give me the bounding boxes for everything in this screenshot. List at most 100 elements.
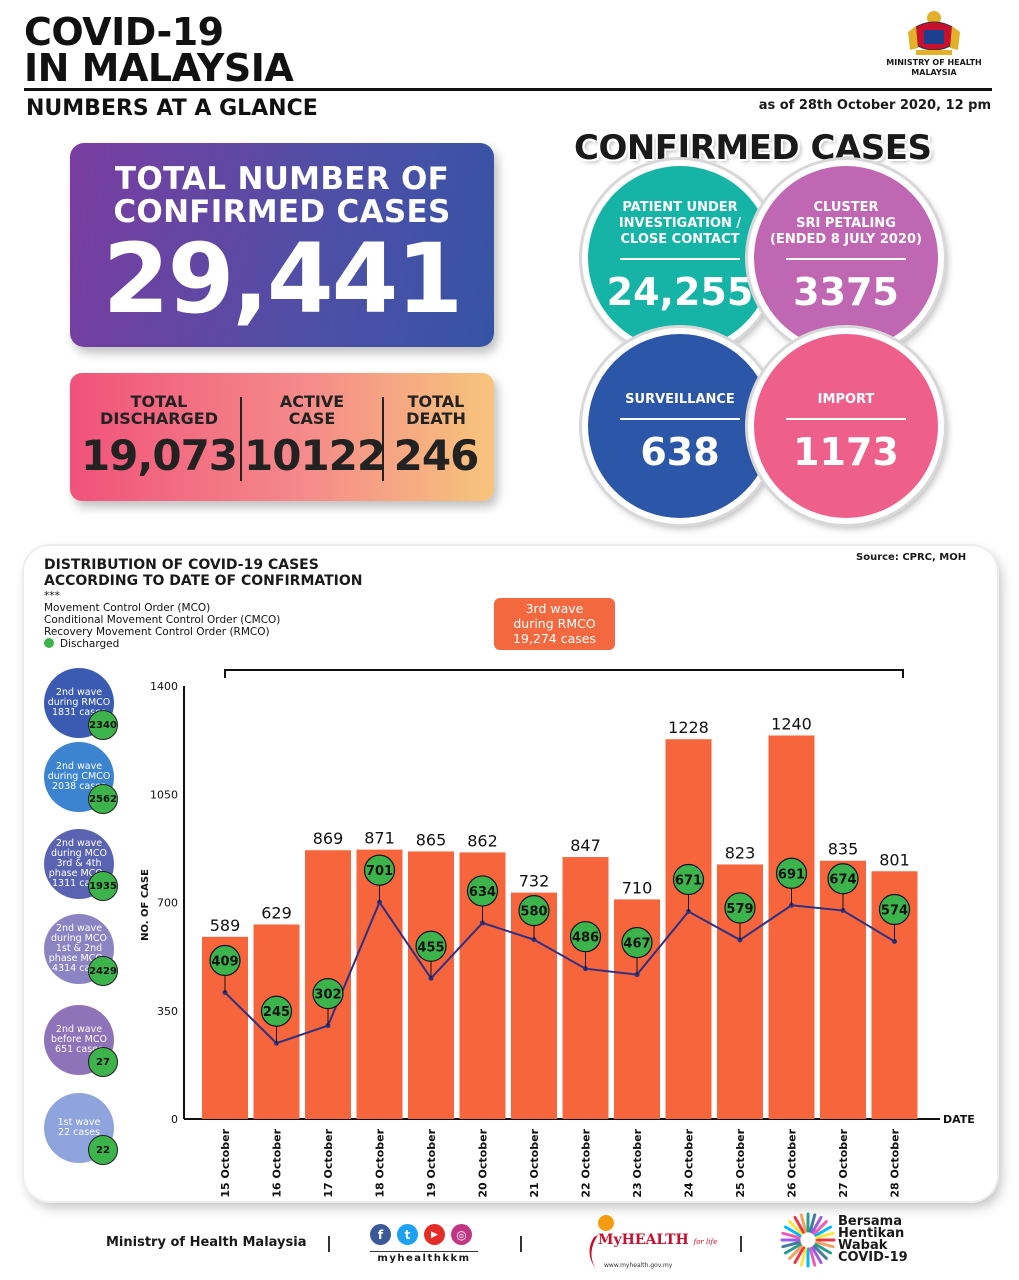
bar-value-label: 629	[261, 903, 292, 922]
active-value: 10122	[244, 431, 386, 480]
twitter-icon[interactable]: t	[397, 1224, 418, 1245]
bar-value-label: 865	[416, 830, 447, 849]
bar-value-label: 1228	[668, 718, 709, 737]
discharged-value-label: 634	[469, 885, 496, 900]
stat-divider	[382, 397, 384, 481]
y-tick-label: 350	[157, 1005, 178, 1018]
wave-circle: 1st wave 22 cases	[44, 1093, 114, 1163]
wave-circle-text: 651 cases	[55, 1044, 103, 1055]
chart-source: Source: CPRC, MOH	[856, 552, 967, 563]
burst-ray	[799, 1213, 808, 1233]
discharged-bubble	[775, 857, 808, 889]
discharged-bubble	[827, 863, 859, 895]
burst-ray	[815, 1231, 835, 1240]
y-tick-label: 700	[157, 897, 178, 910]
discharged-value-label: 671	[675, 873, 702, 888]
bersama-burst-icon	[780, 1212, 836, 1268]
bar-value-label: 589	[210, 916, 241, 935]
legend-mco: Movement Control Order (MCO)	[44, 602, 211, 614]
cluster-label-1: CLUSTER	[813, 200, 879, 215]
discharged-value: 19,073	[80, 431, 238, 480]
pui-label: PATIENT UNDER INVESTIGATION / CLOSE CONT…	[618, 200, 742, 247]
wave-circle-text: 2nd wave	[55, 1024, 103, 1035]
discharged-label-1: TOTAL	[130, 392, 188, 411]
bar-value-label: 1240	[771, 714, 812, 733]
malaysia-crest-icon	[908, 11, 960, 55]
wave-circle-text: before MCO	[51, 1034, 107, 1045]
title-line-1: COVID-19	[24, 10, 224, 54]
burst-ray	[799, 1247, 808, 1267]
wave-circle-text: during CMCO	[47, 771, 111, 782]
wave-circle-text: during MCO	[51, 848, 107, 859]
total-label-line-1: TOTAL NUMBER OF	[114, 161, 450, 197]
burst-ray	[781, 1231, 801, 1240]
y-tick-label: 1050	[150, 788, 178, 801]
total-label-line-2: CONFIRMED CASES	[113, 194, 451, 230]
x-tick-label: 22 October	[580, 1128, 593, 1197]
page-subtitle: NUMBERS AT A GLANCE	[26, 96, 318, 121]
burst-ray	[783, 1225, 802, 1237]
facebook-icon[interactable]: f	[370, 1224, 391, 1245]
active-label-1: ACTIVE	[279, 392, 345, 411]
discharged-value-label: 574	[881, 903, 908, 918]
y-tick-label: 0	[171, 1113, 178, 1126]
instagram-icon[interactable]: ◎	[451, 1224, 472, 1245]
wave-circle-text: 4314 cases	[52, 963, 106, 974]
x-tick-label: 15 October	[219, 1128, 232, 1197]
discharged-bubble	[569, 921, 602, 953]
wave-circle-text: 1311 cases	[52, 878, 106, 889]
footer-separator	[328, 1236, 330, 1252]
death-value: 246	[393, 431, 480, 480]
wave-discharged-badge: 22	[88, 1135, 118, 1165]
discharged-point	[634, 972, 640, 978]
wave-circle-text: 2nd wave	[55, 838, 103, 849]
burst-ray	[783, 1243, 802, 1255]
myhealth-url[interactable]: www.myhealth.gov.my	[604, 1262, 673, 1269]
x-tick-label: 28 October	[889, 1128, 902, 1197]
discharged-bubble	[466, 875, 499, 907]
wave-circle-text: 1st & 2nd	[55, 943, 103, 954]
circle-divider	[786, 258, 906, 260]
bar	[665, 739, 712, 1119]
wave-circle-text: 1831 cases	[52, 707, 106, 718]
death-label-2: DEATH	[406, 409, 466, 428]
discharged-value-label: 302	[314, 988, 341, 1003]
chart-title: DISTRIBUTION OF COVID-19 CASES ACCORDING…	[44, 557, 363, 589]
legend-discharged: Discharged	[60, 638, 120, 650]
discharged-point	[840, 908, 846, 914]
burst-ray	[808, 1213, 817, 1233]
x-tick-label: 20 October	[477, 1128, 490, 1197]
pui-value: 24,255	[606, 270, 754, 314]
wave-circle: 2nd wave during MCO 3rd & 4th phase MCO -13…	[44, 829, 114, 899]
bar	[768, 735, 815, 1119]
bar-value-label: 847	[570, 836, 601, 855]
discharged-value-label: 467	[623, 937, 650, 952]
social-handle[interactable]: myhealthkkm	[370, 1251, 478, 1264]
burst-ray	[788, 1244, 804, 1260]
myhealth-logo-icon	[589, 1215, 614, 1269]
youtube-icon[interactable]: ▶	[424, 1224, 445, 1245]
summary-stats-card: TOTAL DISCHARGED 19,073 ACTIVE CASE 1012…	[70, 373, 494, 501]
bersama-line-4: COVID-19	[838, 1250, 908, 1265]
ministry-label: MINISTRY OF HEALTH MALAYSIA	[878, 58, 990, 78]
bersama-line-3: Wabak	[838, 1238, 888, 1253]
legend-rmco: Recovery Movement Control Order (RMCO)	[44, 626, 270, 638]
circle-cluster: CLUSTER SRI PETALING (ENDED 8 JULY 2020)…	[748, 160, 944, 356]
x-tick-label: 16 October	[271, 1128, 284, 1197]
circle-divider	[620, 258, 740, 260]
myhealth-title: MyHEALTH	[598, 1232, 689, 1248]
stat-discharged: TOTAL DISCHARGED 19,073	[76, 393, 242, 480]
wave-circle-text: 2nd wave	[55, 923, 103, 934]
wave-circle-text: phase MCO -	[48, 868, 110, 879]
burst-ray	[793, 1246, 805, 1265]
discharged-point	[686, 908, 691, 914]
cluster-label-3: (ENDED 8 JULY 2020)	[770, 232, 922, 247]
x-axis-title: DATE	[943, 1113, 975, 1126]
stat-active: ACTIVE CASE 10122	[244, 392, 386, 480]
discharged-value-label: 409	[211, 955, 238, 970]
myhealth-name: MyHEALTH for life	[598, 1232, 717, 1248]
wave-discharged-badge: 2429	[88, 956, 118, 986]
burst-ray	[793, 1215, 805, 1234]
x-tick-label: 19 October	[425, 1128, 438, 1197]
burst-ray	[781, 1240, 801, 1249]
